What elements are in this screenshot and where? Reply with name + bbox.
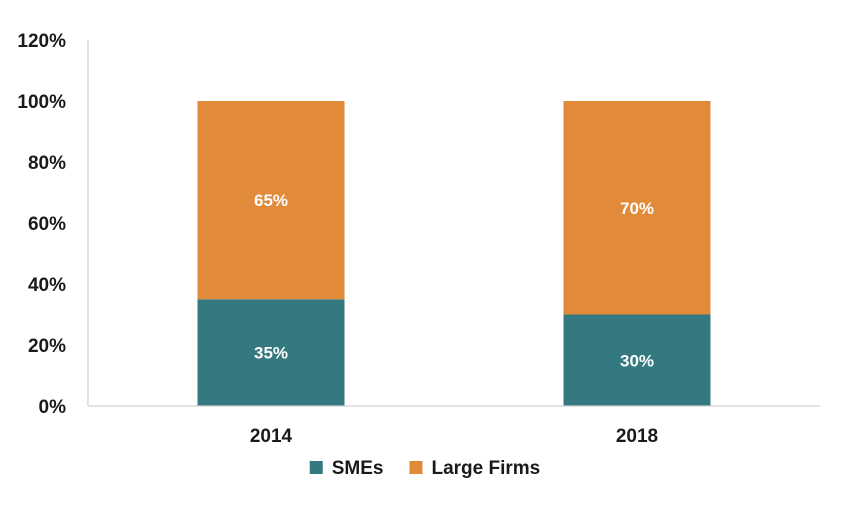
legend-swatch-large-firms: [409, 461, 423, 474]
y-tick-label: 0%: [39, 397, 67, 418]
data-label: 35%: [254, 344, 288, 363]
legend-label: Large Firms: [431, 458, 540, 479]
x-axis: 2014 2018: [88, 405, 820, 447]
y-tick-label: 40%: [28, 275, 66, 296]
legend-label: SMEs: [332, 458, 384, 479]
legend-swatch-smes: [309, 461, 323, 474]
y-tick-label: 80%: [28, 153, 66, 174]
legend: SMEs Large Firms: [309, 458, 540, 479]
bars: 35% 65% 30% 70%: [197, 101, 711, 406]
y-tick-label: 20%: [28, 336, 66, 357]
y-axis: 0% 20% 40% 60% 80% 100% 120%: [17, 31, 89, 418]
bar-large-firms-2018: [563, 101, 711, 315]
data-label: 30%: [620, 351, 654, 370]
bar-large-firms-2014: [197, 101, 345, 300]
bar-smes-2014: [197, 299, 345, 406]
y-tick-label: 100%: [17, 92, 66, 113]
data-label: 70%: [620, 199, 654, 218]
x-tick-label: 2014: [250, 426, 293, 447]
y-tick-label: 60%: [28, 214, 66, 235]
data-label: 65%: [254, 191, 288, 210]
bar-smes-2018: [563, 314, 711, 406]
y-tick-label: 120%: [17, 31, 66, 52]
x-tick-label: 2018: [616, 426, 658, 447]
